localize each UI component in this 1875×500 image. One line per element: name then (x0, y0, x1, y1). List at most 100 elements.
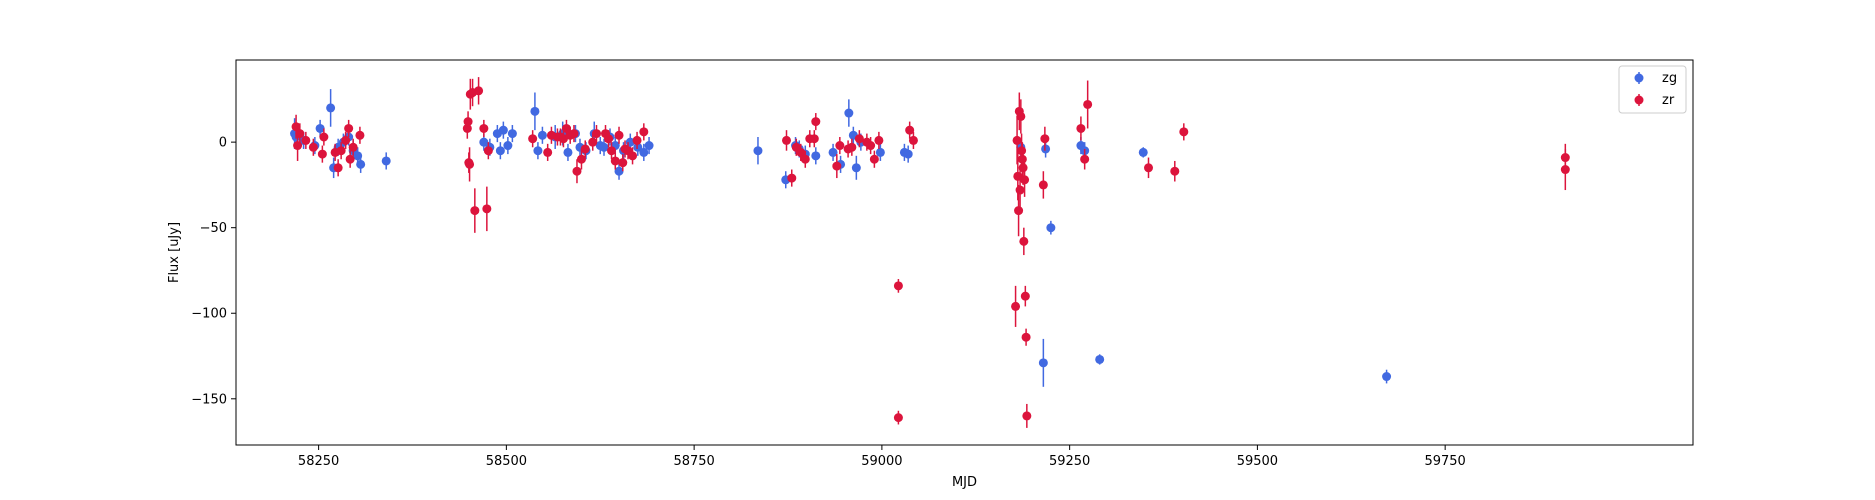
data-point-zr (464, 117, 473, 126)
data-point-zr (832, 162, 841, 171)
data-point-zr (569, 129, 578, 138)
data-point-zr (894, 281, 903, 290)
data-point-zg (1039, 358, 1048, 367)
data-point-zr (349, 143, 358, 152)
legend-label-zr: zr (1662, 93, 1675, 108)
data-point-zr (1016, 186, 1025, 195)
data-point-zr (611, 156, 620, 165)
data-point-zr (301, 136, 310, 145)
data-point-zr (295, 129, 304, 138)
data-point-zg (1139, 148, 1148, 157)
data-point-zr (319, 133, 328, 142)
data-point-zg (645, 141, 654, 150)
data-point-zr (866, 141, 875, 150)
data-point-zr (1040, 134, 1049, 143)
data-point-zr (465, 160, 474, 169)
data-point-zg (852, 163, 861, 172)
x-tick-label: 59250 (1049, 454, 1090, 469)
data-point-zg (1041, 144, 1050, 153)
y-tick-label: −150 (191, 392, 227, 407)
data-point-zg (1095, 355, 1104, 364)
x-tick-label: 59750 (1424, 454, 1465, 469)
legend-label-zg: zg (1662, 71, 1677, 86)
data-point-zr (1076, 124, 1085, 133)
data-point-zg (382, 156, 391, 165)
data-point-zg (326, 103, 335, 112)
data-point-zr (355, 131, 364, 140)
x-tick-label: 59000 (861, 454, 902, 469)
data-point-zr (528, 134, 537, 143)
y-tick-label: 0 (219, 136, 227, 151)
x-axis-label: MJD (952, 475, 977, 490)
data-point-zr (479, 124, 488, 133)
data-point-zr (1021, 292, 1030, 301)
legend-marker-zg (1635, 74, 1644, 83)
data-point-zr (1022, 411, 1031, 420)
data-point-zr (811, 117, 820, 126)
data-point-zr (787, 174, 796, 183)
data-point-zr (847, 143, 856, 152)
data-point-zr (543, 148, 552, 157)
data-point-zr (346, 155, 355, 164)
data-point-zr (1014, 206, 1023, 215)
data-point-zr (1561, 165, 1570, 174)
data-point-zr (470, 206, 479, 215)
data-point-zr (894, 413, 903, 422)
data-point-zr (1018, 155, 1027, 164)
data-point-zr (1017, 146, 1026, 155)
legend-marker-zr (1635, 96, 1644, 105)
data-point-zg (844, 109, 853, 118)
data-point-zr (309, 143, 318, 152)
data-point-zg (496, 146, 505, 155)
x-tick-label: 58750 (673, 454, 714, 469)
data-point-zr (628, 151, 637, 160)
data-point-zr (482, 204, 491, 213)
data-point-zr (474, 86, 483, 95)
data-point-zr (874, 136, 883, 145)
data-point-zg (811, 151, 820, 160)
data-point-zg (876, 148, 885, 157)
data-point-zr (1179, 127, 1188, 136)
data-point-zg (499, 126, 508, 135)
data-point-zr (341, 136, 350, 145)
data-point-zg (538, 131, 547, 140)
data-point-zr (1170, 167, 1179, 176)
data-point-zg (753, 146, 762, 155)
data-point-zr (604, 134, 613, 143)
data-point-zg (508, 129, 517, 138)
data-point-zg (503, 141, 512, 150)
data-point-zr (782, 136, 791, 145)
data-point-zr (344, 124, 353, 133)
data-point-zr (1022, 333, 1031, 342)
data-point-zr (835, 141, 844, 150)
data-point-zg (1382, 372, 1391, 381)
data-point-zr (615, 131, 624, 140)
data-point-zg (1046, 223, 1055, 232)
data-point-zr (618, 158, 627, 167)
data-point-zg (904, 150, 913, 159)
legend: zg zr (1619, 66, 1686, 113)
y-tick-label: −100 (191, 307, 227, 322)
y-tick-label: −50 (200, 221, 227, 236)
data-point-zr (1013, 136, 1022, 145)
data-point-zr (1016, 112, 1025, 121)
x-tick-label: 58250 (298, 454, 339, 469)
data-point-zr (1039, 180, 1048, 189)
data-point-zr (293, 141, 302, 150)
data-point-zr (1020, 175, 1029, 184)
data-point-zr (909, 136, 918, 145)
data-point-zr (1080, 155, 1089, 164)
data-point-zr (484, 146, 493, 155)
data-point-zg (563, 148, 572, 157)
data-point-zg (530, 107, 539, 116)
data-point-zr (801, 155, 810, 164)
data-point-zr (572, 167, 581, 176)
data-point-zr (318, 150, 327, 159)
data-point-zr (592, 129, 601, 138)
data-point-zg (533, 146, 542, 155)
data-point-zr (810, 134, 819, 143)
data-point-zr (1019, 237, 1028, 246)
data-point-zr (581, 144, 590, 153)
data-point-zr (633, 136, 642, 145)
